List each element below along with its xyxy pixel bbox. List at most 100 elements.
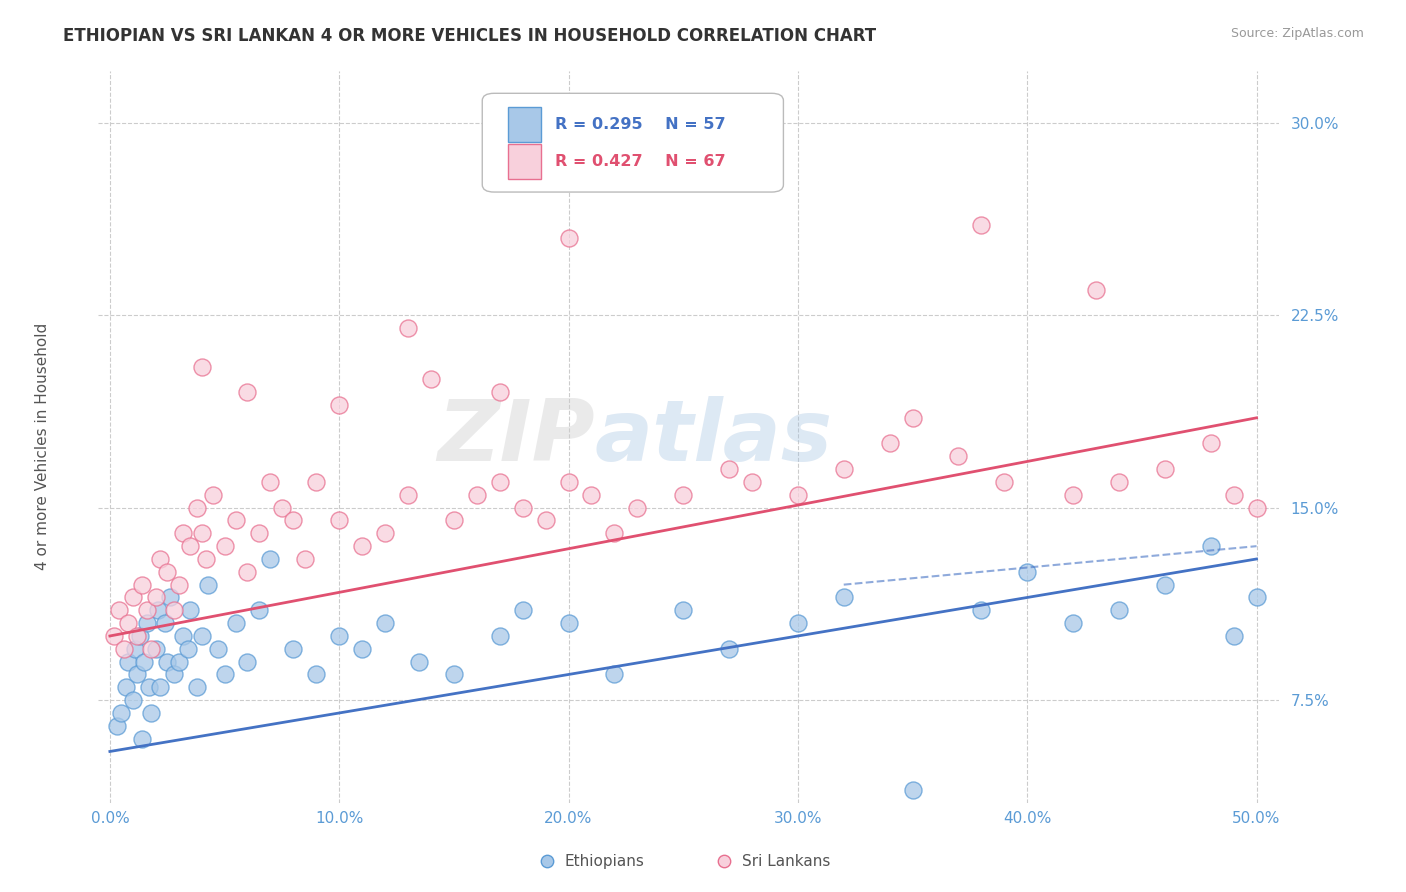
Point [134, 655, 156, 669]
Point [786, 488, 808, 502]
Point [1108, 475, 1130, 489]
Point [115, 681, 138, 695]
Point [128, 629, 150, 643]
Text: ZIP: ZIP [437, 395, 595, 479]
Text: Sri Lankans: Sri Lankans [742, 854, 831, 869]
Point [581, 488, 603, 502]
Point [149, 681, 172, 695]
Point [512, 500, 534, 515]
Point [190, 526, 212, 541]
Point [172, 526, 194, 541]
Point [110, 706, 132, 720]
Point [1108, 603, 1130, 617]
Point [901, 783, 924, 797]
Point [488, 629, 510, 643]
Point [105, 719, 128, 733]
Bar [508, 144, 541, 178]
Point [557, 231, 579, 245]
Point [259, 475, 281, 489]
Point [374, 616, 396, 631]
Point [107, 888, 129, 892]
Point [127, 667, 149, 681]
Point [214, 539, 236, 553]
Point [1246, 591, 1268, 605]
Point [1153, 577, 1175, 591]
Point [190, 629, 212, 643]
Point [374, 526, 396, 541]
Point [153, 616, 176, 631]
Point [832, 591, 855, 605]
Point [156, 565, 179, 579]
Point [718, 641, 741, 656]
FancyBboxPatch shape [482, 94, 783, 192]
Point [127, 629, 149, 643]
Point [138, 681, 160, 695]
Point [741, 475, 763, 489]
Point [328, 514, 350, 528]
Point [108, 603, 131, 617]
Point [131, 577, 153, 591]
Point [197, 577, 219, 591]
Point [225, 616, 247, 631]
Point [225, 514, 247, 528]
Point [177, 641, 200, 656]
Point [135, 603, 157, 617]
Point [396, 488, 419, 502]
Point [1017, 565, 1039, 579]
Point [247, 603, 270, 617]
Point [352, 539, 374, 553]
Point [135, 616, 157, 631]
Point [236, 385, 259, 400]
Point [718, 462, 741, 476]
Point [141, 641, 163, 656]
Point [672, 603, 695, 617]
Point [195, 552, 218, 566]
Point [1222, 629, 1244, 643]
Point [179, 603, 201, 617]
Point [443, 514, 465, 528]
Point [179, 539, 201, 553]
Point [167, 655, 190, 669]
Text: R = 0.295    N = 57: R = 0.295 N = 57 [555, 117, 725, 132]
Point [103, 629, 125, 643]
Point [305, 667, 328, 681]
Point [948, 450, 970, 464]
Point [117, 616, 139, 631]
Point [145, 641, 167, 656]
Point [534, 514, 557, 528]
Point [832, 462, 855, 476]
Point [121, 693, 143, 707]
Point [786, 616, 808, 631]
Point [186, 681, 208, 695]
Point [879, 436, 901, 450]
Point [207, 641, 229, 656]
Point [186, 500, 208, 515]
Text: Source: ZipAtlas.com: Source: ZipAtlas.com [1230, 27, 1364, 40]
Point [1222, 488, 1244, 502]
Point [111, 888, 134, 892]
Point [156, 655, 179, 669]
Point [695, 154, 717, 169]
Point [141, 706, 163, 720]
Point [396, 321, 419, 335]
Point [131, 731, 153, 746]
Point [149, 552, 172, 566]
Point [443, 667, 465, 681]
Point [283, 641, 305, 656]
Point [603, 667, 626, 681]
Point [672, 488, 695, 502]
Point [172, 629, 194, 643]
Point [121, 591, 143, 605]
Point [328, 629, 350, 643]
Point [1153, 462, 1175, 476]
Point [352, 641, 374, 656]
Point [124, 641, 146, 656]
Point [1199, 436, 1222, 450]
Point [112, 641, 135, 656]
Text: R = 0.427    N = 67: R = 0.427 N = 67 [555, 153, 725, 169]
Point [214, 667, 236, 681]
Point [1246, 500, 1268, 515]
Point [901, 410, 924, 425]
Point [283, 514, 305, 528]
Point [420, 372, 443, 386]
